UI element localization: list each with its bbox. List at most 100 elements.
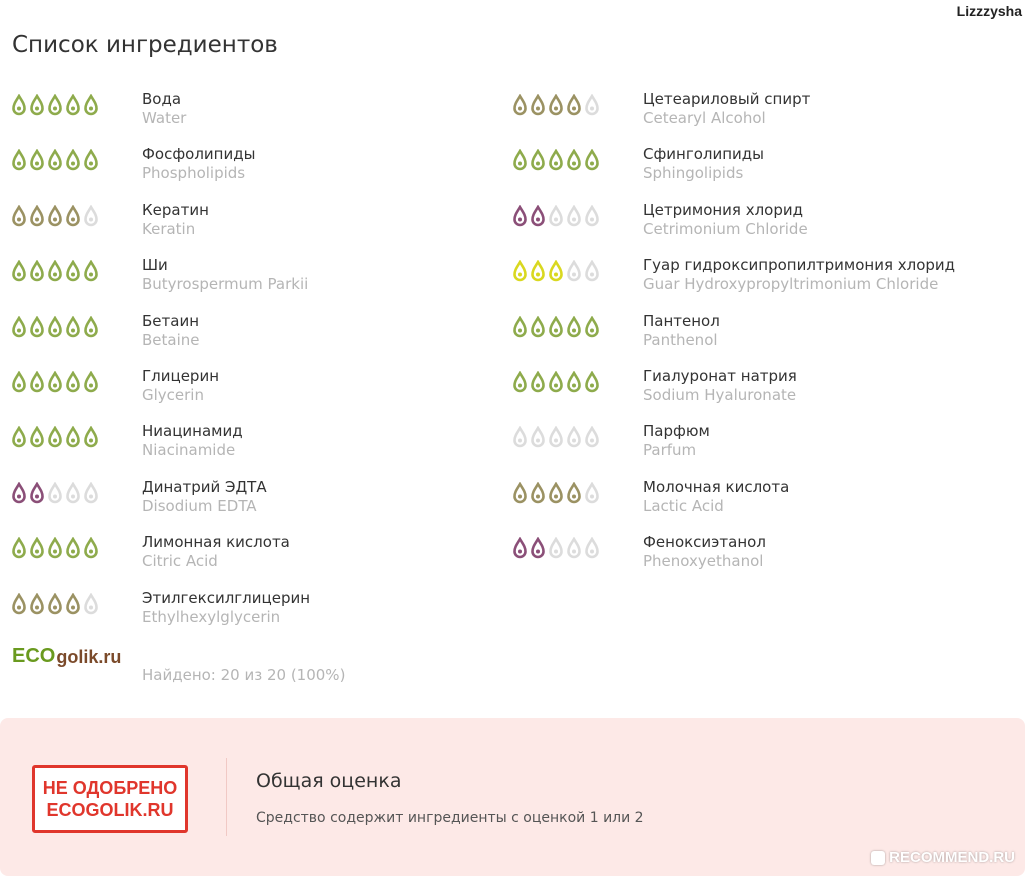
logo-eco-text: ECO [12,645,56,667]
recommend-watermark: RECOMMEND.RU [871,849,1015,866]
ingredient-name-ru[interactable]: Парфюм [643,422,710,441]
ingredient-name-ru[interactable]: Сфинголипиды [643,145,765,164]
drop-icon [12,315,26,337]
ingredient-name-ru[interactable]: Ши [142,256,168,275]
ingredient-names: Этилгексилглицерин Ethylhexylglycerin [142,589,310,627]
rating-drops [10,592,100,617]
drop-icon [531,260,545,282]
ingredient-name-inci: Ethylhexylglycerin [142,607,281,626]
drop-icon [513,260,527,282]
drop-icon [513,204,527,226]
drop-icon [549,94,563,116]
drop-icon [567,537,581,559]
ingredient-names: Ниацинамид Niacinamide [142,422,243,460]
drop-icon [48,260,62,282]
ingredient-name-ru[interactable]: Пантенол [643,311,720,330]
ingredient-name-inci: Lactic Acid [643,496,724,515]
drop-icon [567,149,581,171]
drop-icon [84,260,98,282]
ingredient-names: Гуар гидроксипропилтримония хлорид Guar H… [643,256,955,294]
not-approved-badge: НЕ ОДОБРЕНО ECOGOLIK.RU [32,765,188,833]
drop-icon [531,370,545,393]
drop-icon [513,537,527,559]
drop-icon [48,94,62,116]
drop-icon [30,204,44,226]
drop-icon [567,204,581,226]
drop-icon [531,94,545,116]
ingredient-name-ru[interactable]: Цетримония хлорид [643,200,804,219]
drop-icon [66,204,80,226]
ingredient-name-ru[interactable]: Бетаин [142,311,200,330]
ingredient-names: Кератин Keratin [142,201,209,239]
drop-icon [30,592,44,614]
drop-icon [66,592,80,614]
ingredient-name-inci: Parfum [643,441,697,460]
username[interactable]: Lizzzysha [956,3,1022,19]
drop-icon [531,204,545,226]
rating-drops [10,426,100,450]
ingredient-name-inci: Betaine [142,330,200,349]
rating-drops [10,149,100,173]
drop-icon [567,315,581,337]
ingredient-name-ru[interactable]: Феноксиэтанол [643,533,766,552]
rating-drops [511,149,601,173]
drop-icon [549,481,563,503]
logo-domain-text: golik.ru [56,647,122,667]
drop-icon [513,426,527,448]
drop-icon [567,370,581,393]
rating-drops [511,94,601,118]
drop-icon [30,149,44,171]
drop-icon [531,481,545,503]
ingredient-name-ru[interactable]: Ниацинамид [142,422,243,441]
ingredient-names: Ши Butyrospermum Parkii [142,256,308,294]
ingredient-name-ru[interactable]: Вода [142,90,182,108]
drop-icon [549,204,563,226]
drop-icon [585,537,599,559]
drop-icon [48,426,62,448]
badge-line-2: ECOGOLIK.RU [46,800,174,820]
rating-drops [511,315,601,340]
drop-icon [12,370,26,393]
ingredient-names: Динатрий ЭДТА Disodium EDTA [142,478,267,516]
ingredient-name-ru[interactable]: Глицерин [142,366,219,385]
drop-icon [48,149,62,171]
ingredient-name-ru[interactable]: Гуар гидроксипропилтримония хлорид [643,256,956,275]
ingredient-name-inci: Phenoxyethanol [643,552,764,571]
drop-icon [84,481,98,503]
rating-drops [511,370,601,395]
ingredient-name-ru[interactable]: Фосфолипиды [142,145,256,164]
drop-icon [30,260,44,282]
rating-drops [10,537,100,561]
ingredient-name-inci: Cetrimonium Chloride [643,219,808,238]
rating-drops [10,481,100,506]
ingredient-name-ru[interactable]: Гиалуронат натрия [643,366,797,385]
ecogolik-logo[interactable]: ECO golik.ru [12,645,121,668]
drop-icon [30,315,44,337]
drop-icon [12,592,26,614]
ingredient-name-inci: Glycerin [142,385,204,404]
panel-divider [226,758,227,836]
ingredient-name-ru[interactable]: Кератин [142,200,209,219]
ingredient-name-ru[interactable]: Цетеариловый спирт [643,90,811,108]
drop-icon [585,370,599,393]
drop-icon [549,260,563,282]
drop-icon [84,592,98,614]
drop-icon [12,149,26,171]
drop-icon [585,315,599,337]
ingredient-names: Молочная кислота Lactic Acid [643,478,789,516]
drop-icon [66,426,80,448]
drop-icon [48,481,62,503]
ingredient-name-ru[interactable]: Динатрий ЭДТА [142,477,267,496]
ingredient-name-ru[interactable]: Молочная кислота [643,477,790,496]
ingredient-name-inci: Guar Hydroxypropyltrimonium Chloride [643,275,939,294]
drop-icon [12,481,26,503]
drop-icon [585,426,599,448]
ingredient-name-ru[interactable]: Этилгексилглицерин [142,588,311,607]
drop-icon [585,204,599,226]
ingredient-names: Парфюм Parfum [643,422,710,460]
drop-icon [84,426,98,448]
ingredient-name-ru[interactable]: Лимонная кислота [142,533,290,552]
ingredient-names: Лимонная кислота Citric Acid [142,533,290,571]
ingredient-name-inci: Keratin [142,219,196,238]
drop-icon [567,94,581,116]
